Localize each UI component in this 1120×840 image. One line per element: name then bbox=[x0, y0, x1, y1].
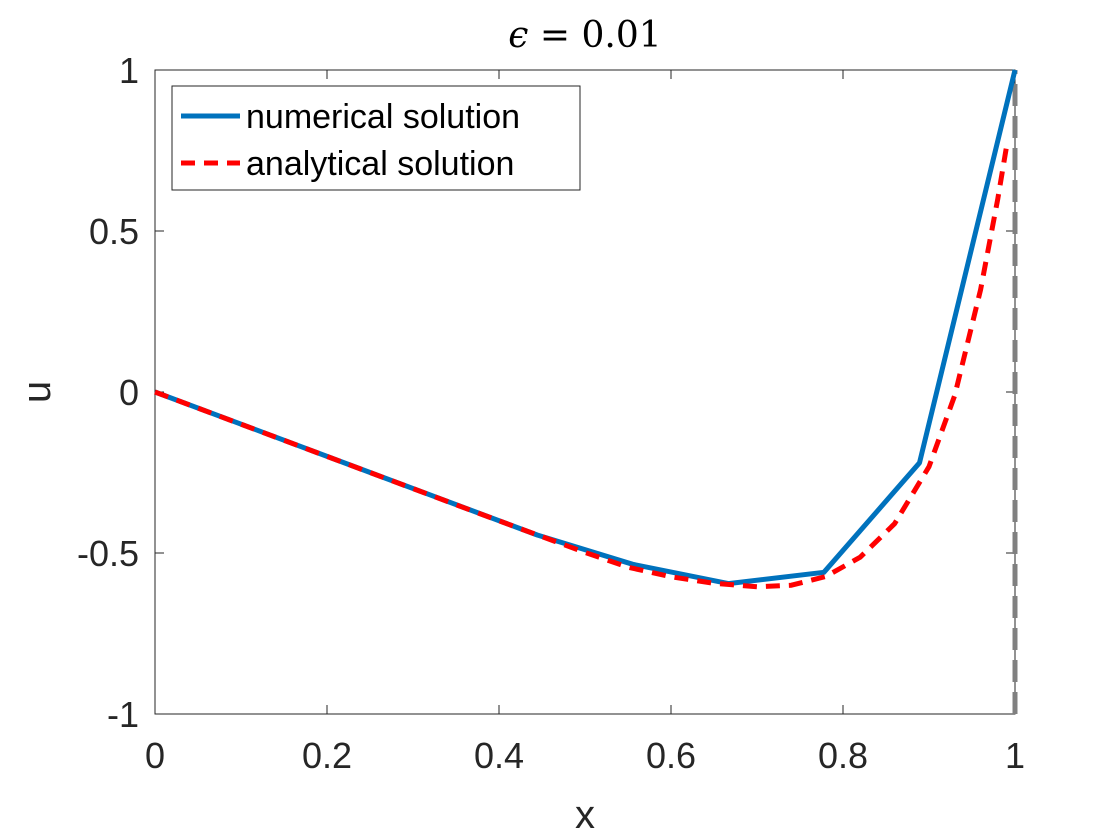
y-tick-label: 0.5 bbox=[89, 211, 139, 252]
x-tick-label: 0.2 bbox=[302, 735, 352, 776]
x-tick-label: 1 bbox=[1005, 735, 1025, 776]
legend-label-numerical: numerical solution bbox=[246, 98, 520, 136]
legend-label-analytical: analytical solution bbox=[246, 145, 514, 183]
legend-box bbox=[171, 85, 581, 191]
x-tick-label: 0.8 bbox=[818, 735, 868, 776]
x-tick-labels: 0 0.2 0.4 0.6 0.8 1 bbox=[145, 735, 1025, 776]
legend: numerical solution analytical solution bbox=[171, 85, 581, 191]
x-axis-label: x bbox=[575, 793, 595, 837]
y-axis-label: u bbox=[15, 381, 59, 403]
x-tick-label: 0 bbox=[145, 735, 165, 776]
title-value: = 0.01 bbox=[528, 15, 661, 56]
x-tick-label: 0.4 bbox=[474, 735, 524, 776]
y-tick-label: 1 bbox=[119, 50, 139, 91]
y-tick-label: -0.5 bbox=[77, 533, 139, 574]
chart-title: ϵ = 0.01 bbox=[508, 15, 661, 56]
x-tick-label: 0.6 bbox=[646, 735, 696, 776]
y-tick-labels: -1 -0.5 0 0.5 1 bbox=[77, 50, 139, 735]
title-epsilon: ϵ bbox=[508, 15, 528, 56]
y-tick-label: 0 bbox=[119, 372, 139, 413]
series-layer bbox=[154, 69, 1018, 714]
series-line-numerical bbox=[154, 69, 1018, 587]
y-tick-label: -1 bbox=[107, 694, 139, 735]
